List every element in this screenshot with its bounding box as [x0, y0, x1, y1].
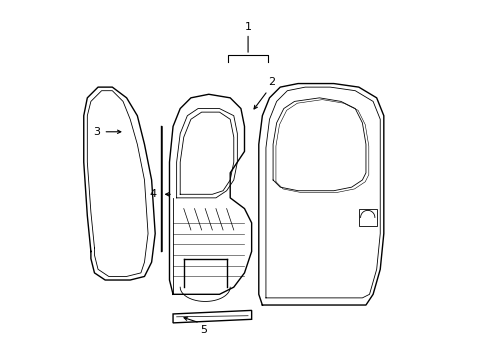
Text: 2: 2	[267, 77, 274, 87]
Text: 3: 3	[93, 127, 100, 137]
Text: 4: 4	[149, 189, 157, 199]
Text: 1: 1	[244, 22, 251, 32]
Text: 5: 5	[200, 325, 206, 335]
